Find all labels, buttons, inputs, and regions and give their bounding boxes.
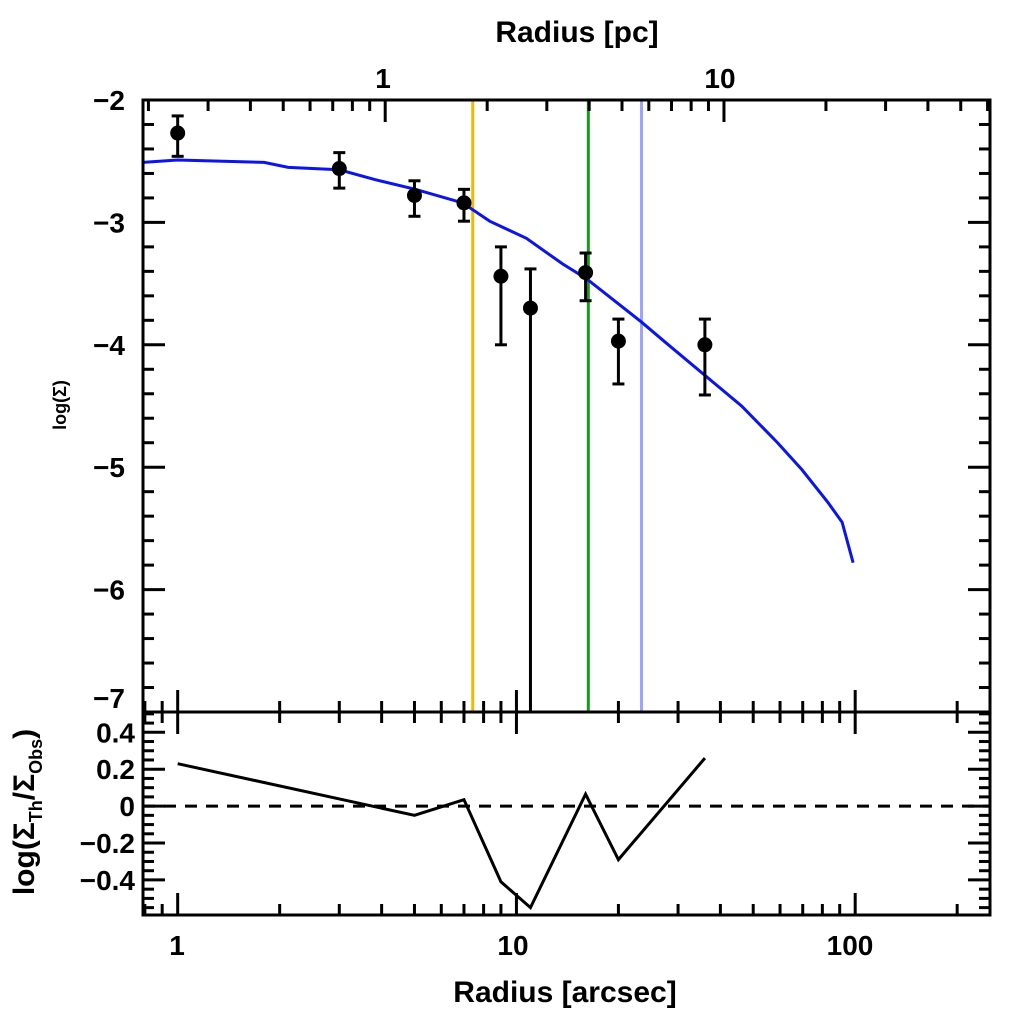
top-x-axis-label: Radius [pc] [495,16,658,49]
y-tick-label: −4 [93,330,125,361]
residual-frame [141,710,992,917]
top-x-tick-label: 1 [375,63,391,94]
y-tick-label: −5 [93,452,125,483]
residual-line [177,757,707,911]
top-x-tick-label: 10 [704,63,735,94]
data-point [456,195,472,211]
ylabel-part: log(Σ [8,822,41,895]
y-tick-label: −2 [93,85,125,116]
data-point [170,125,186,141]
y-tick-label: −7 [93,683,125,714]
y-tick-label: −3 [93,207,125,238]
residual-y-axis-label: log(ΣTh/ΣObs) [8,729,46,895]
residual-y-tick-label: −0.2 [80,828,135,859]
data-point [331,161,347,177]
main-frame [141,98,992,714]
residual-y-tick-label: 0.4 [96,717,135,748]
data-point [493,268,509,284]
data-point [522,300,538,316]
residual-y-tick-label: −0.4 [80,865,136,896]
ylabel-sub: Th [26,800,46,822]
y-tick-label: −6 [93,575,125,606]
residual-y-tick-label: 0 [119,791,135,822]
y-axis-label: log(Σ) [50,380,70,430]
main-panel [142,100,855,712]
x-tick-label: 1 [169,930,185,961]
x-tick-label: 100 [827,930,874,961]
data-point [697,337,713,353]
y-tick-labels: −2 −3 −4 −5 −6 −70.4 0.2 0 −0.2 −0.4 [80,85,136,896]
residual-panel [143,757,990,911]
residual-y-tick-label: 0.2 [96,754,135,785]
ylabel-sub: Obs [26,739,46,774]
axes [141,98,992,917]
data-point [406,187,422,203]
ylabel-part: ) [8,729,41,739]
x-tick-label: 10 [497,930,528,961]
data-point [610,333,626,349]
data-point [578,265,594,281]
model-curve [142,158,855,564]
ylabel-part: /Σ [8,774,41,800]
x-axis-label: Radius [arcsec] [453,976,676,1009]
